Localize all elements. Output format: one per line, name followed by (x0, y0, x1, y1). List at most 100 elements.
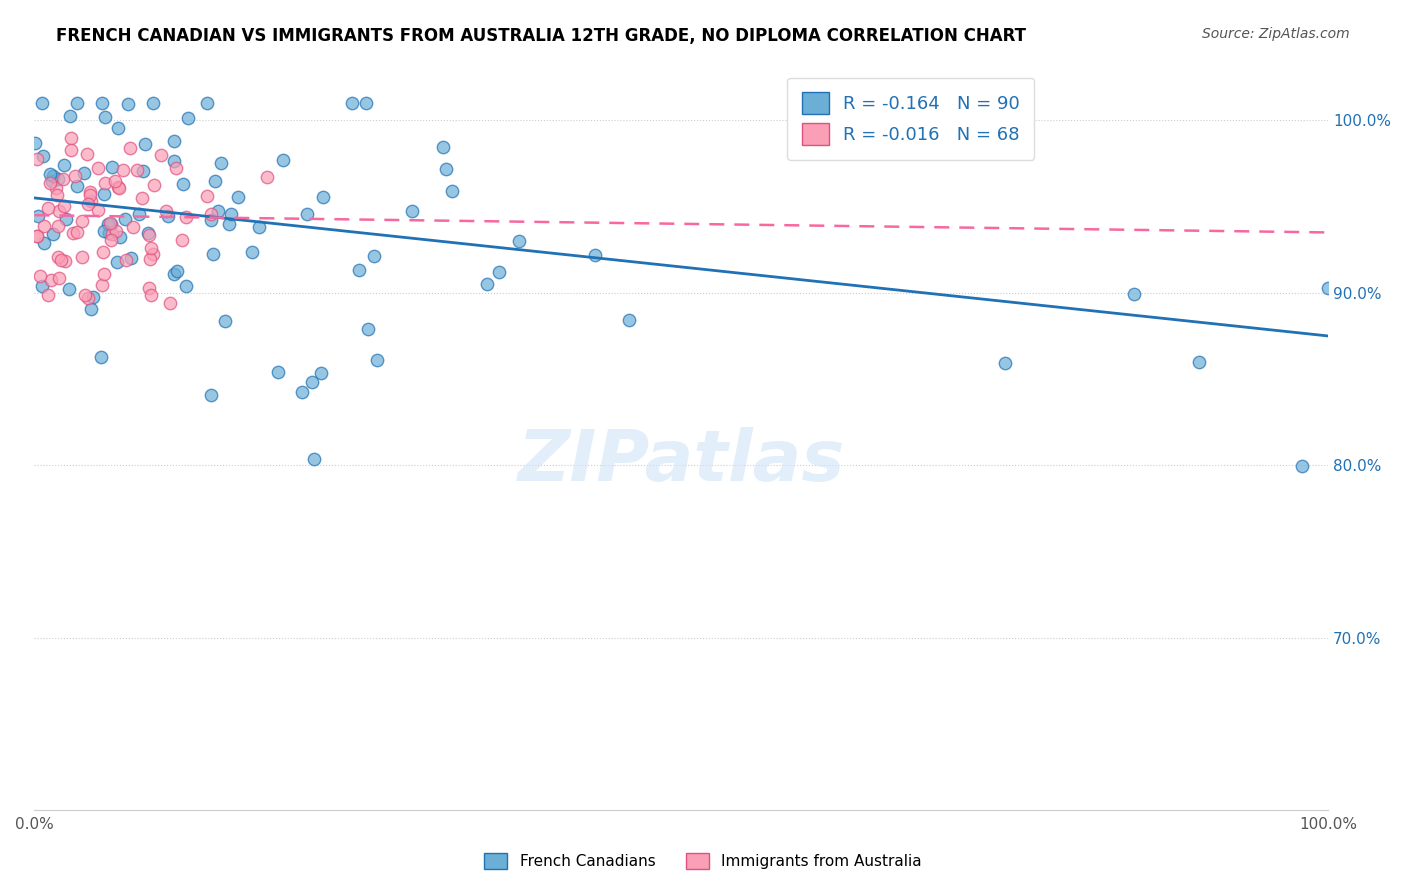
Point (104, 174, 127, 188)
Point (139, 252, 162, 266)
Text: Source: ZipAtlas.com: Source: ZipAtlas.com (1202, 27, 1350, 41)
Point (77, 196, 100, 211)
Point (172, 178, 194, 192)
Point (209, 156, 232, 170)
Point (132, 164, 155, 178)
Point (82, 290, 104, 304)
Point (52, 171, 75, 186)
Point (139, 287, 162, 301)
Point (46, 219, 69, 233)
Point (100, 217, 122, 231)
Point (53, 158, 76, 172)
Point (27, 209, 49, 223)
Point (401, 204, 423, 219)
Point (100, 233, 122, 247)
Point (46, 187, 69, 202)
Point (66, 178, 89, 193)
Point (619, 313, 641, 327)
Point (73, 166, 96, 180)
Point (38, 176, 60, 190)
Point (163, 135, 186, 149)
Point (66, 96, 89, 111)
Point (143, 178, 166, 193)
Point (97, 217, 120, 231)
Point (105, 254, 128, 268)
Point (25, 152, 48, 166)
Point (1317, 281, 1340, 295)
Point (98, 216, 121, 230)
Point (174, 210, 197, 224)
Point (98, 226, 121, 240)
Point (118, 141, 141, 155)
Point (195, 189, 218, 203)
Point (79, 302, 101, 317)
Point (994, 356, 1017, 370)
Point (108, 230, 131, 244)
Point (583, 248, 606, 262)
Legend: R = -0.164   N = 90, R = -0.016   N = 68: R = -0.164 N = 90, R = -0.016 N = 68 (787, 78, 1035, 160)
Point (46, 250, 69, 264)
Point (27, 229, 49, 244)
Point (128, 206, 150, 220)
Point (200, 213, 222, 227)
Point (207, 203, 229, 218)
Point (291, 385, 314, 400)
Point (55, 211, 77, 226)
Point (876, 128, 898, 142)
Point (51, 253, 73, 268)
Point (141, 241, 163, 255)
Point (142, 96, 165, 111)
Point (107, 180, 129, 194)
Point (94, 176, 117, 190)
Point (432, 140, 454, 154)
Point (62, 226, 84, 240)
Point (37, 202, 59, 216)
Point (488, 265, 510, 279)
Point (60, 130, 83, 145)
Point (121, 219, 143, 234)
Text: ZIPatlas: ZIPatlas (517, 427, 845, 496)
Point (309, 366, 332, 380)
Point (441, 184, 464, 198)
Point (475, 277, 498, 291)
Point (177, 112, 200, 126)
Point (136, 226, 159, 240)
Point (101, 160, 124, 174)
Point (357, 322, 380, 336)
Point (59, 109, 82, 123)
Point (91, 277, 114, 292)
Point (42, 227, 65, 241)
Point (149, 148, 172, 162)
Point (72, 250, 94, 264)
Legend: French Canadians, Immigrants from Australia: French Canadians, Immigrants from Austra… (478, 847, 928, 875)
Point (240, 245, 263, 260)
Point (80, 194, 103, 208)
Point (163, 267, 186, 281)
Point (108, 180, 131, 194)
Point (159, 295, 181, 310)
Text: FRENCH CANADIAN VS IMMIGRANTS FROM AUSTRALIA 12TH GRADE, NO DIPLOMA CORRELATION : FRENCH CANADIAN VS IMMIGRANTS FROM AUSTR… (56, 27, 1026, 45)
Point (107, 120, 129, 135)
Point (1123, 287, 1146, 301)
Point (166, 263, 188, 277)
Point (46, 172, 69, 186)
Point (366, 353, 388, 368)
Point (94, 111, 117, 125)
Point (39, 167, 62, 181)
Point (201, 246, 224, 260)
Point (301, 376, 323, 390)
Point (45, 180, 67, 194)
Point (27, 228, 49, 243)
Point (93, 187, 115, 202)
Point (120, 251, 142, 265)
Point (340, 96, 363, 111)
Point (508, 234, 530, 248)
Point (93, 224, 115, 238)
Point (90, 350, 112, 364)
Point (363, 250, 385, 264)
Point (58, 282, 80, 296)
Point (48, 271, 70, 285)
Point (228, 190, 250, 204)
Point (76, 146, 98, 161)
Point (24, 136, 46, 150)
